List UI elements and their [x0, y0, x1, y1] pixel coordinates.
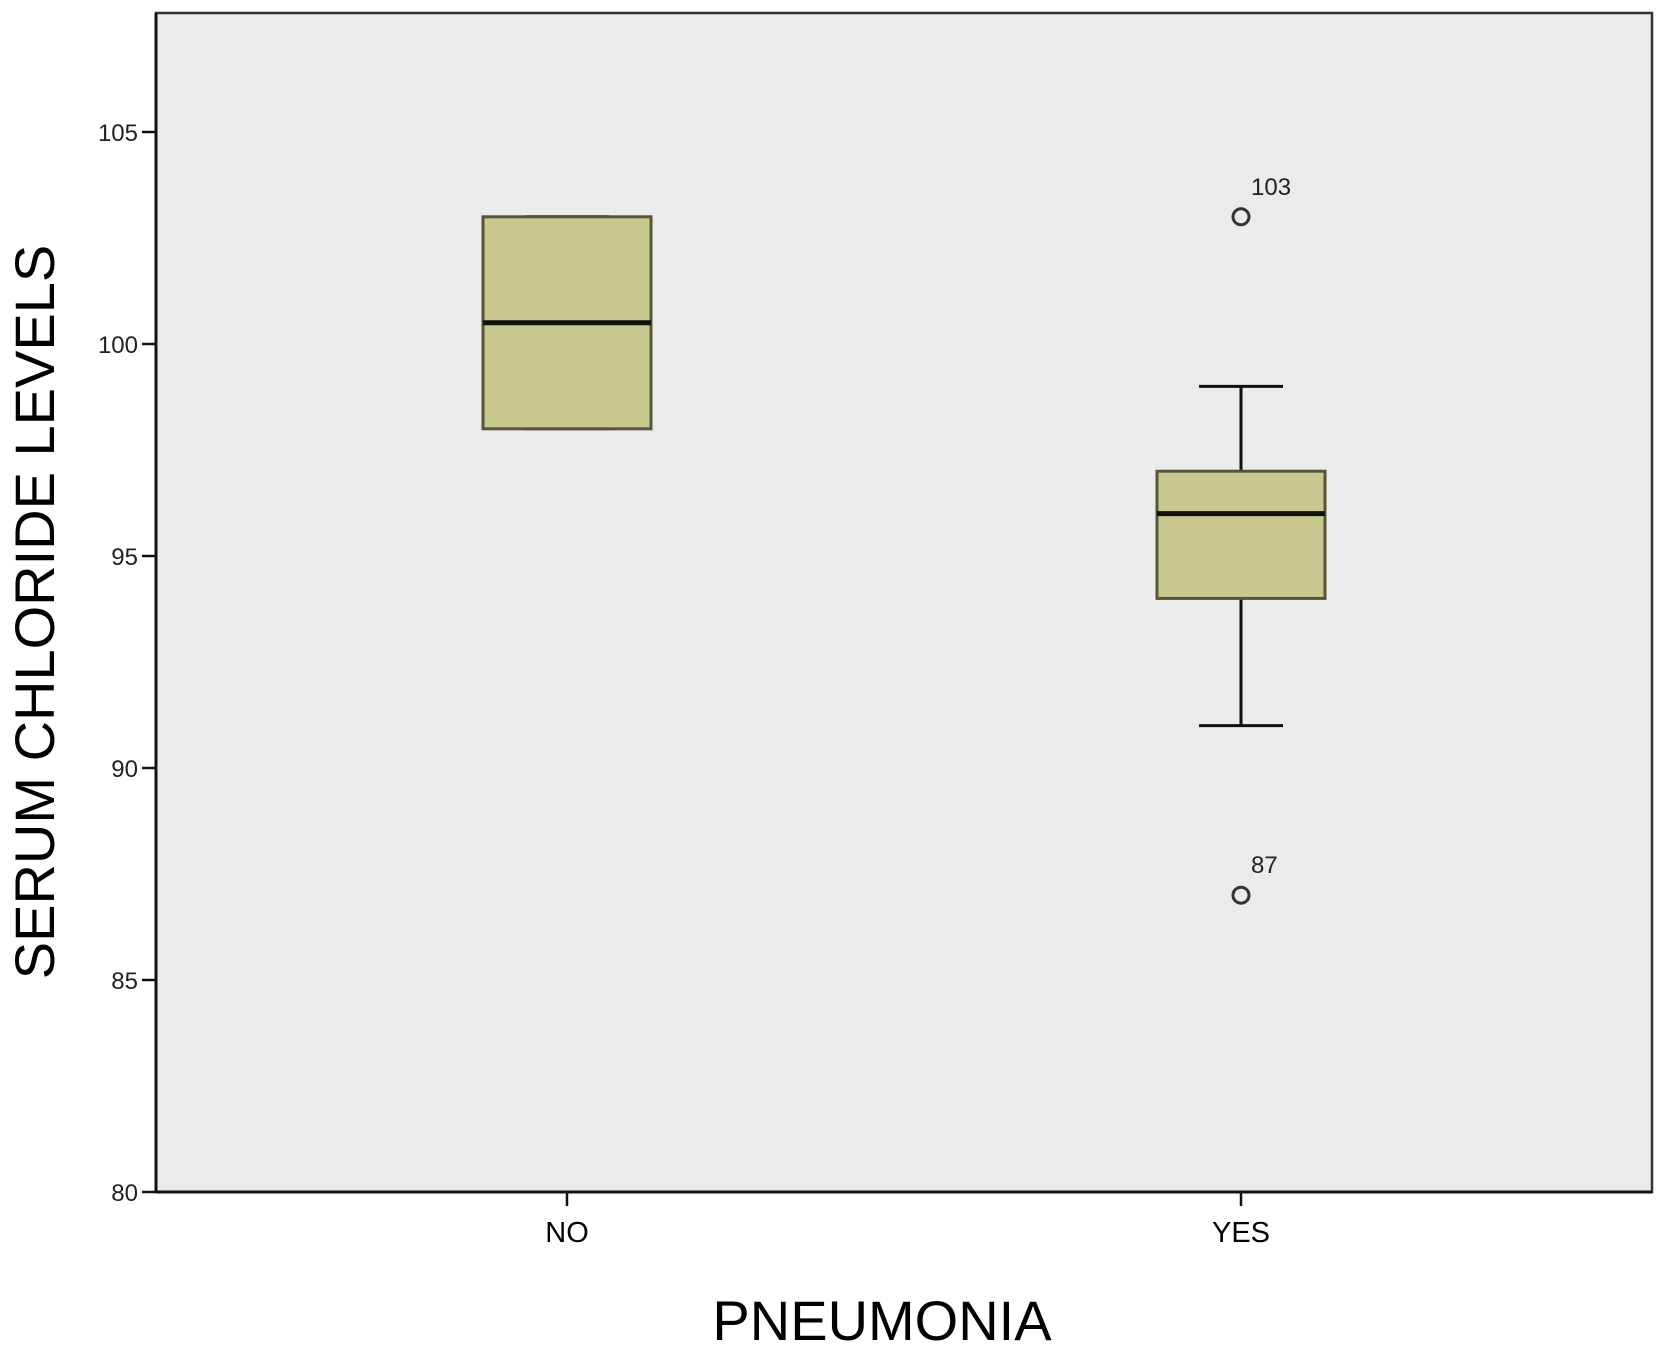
- plot-area: [154, 11, 1654, 1194]
- iqr-box: [1155, 469, 1327, 600]
- y-axis-title: SERUM CHLORIDE LEVELS: [3, 245, 66, 979]
- x-tick-label: YES: [1212, 1217, 1270, 1249]
- y-tick-label: 80: [111, 1180, 138, 1207]
- outlier-label: 103: [1251, 174, 1291, 201]
- x-axis: NO YES: [156, 1190, 1652, 1249]
- y-tick-label: 105: [98, 120, 138, 147]
- outlier-marker: [1231, 207, 1251, 227]
- box-no: [481, 215, 653, 431]
- box-yes: 103 87: [1155, 174, 1327, 905]
- outlier-label: 87: [1251, 852, 1278, 879]
- x-tick-label: NO: [545, 1217, 589, 1249]
- box-series: 103 87: [481, 174, 1327, 905]
- outlier-marker: [1231, 885, 1251, 905]
- y-tick-label: 90: [111, 756, 138, 783]
- y-tick-label: 85: [111, 968, 138, 995]
- y-tick-label: 100: [98, 332, 138, 359]
- y-tick-label: 95: [111, 544, 138, 571]
- y-axis: 80 85 90 95 100 105: [98, 13, 158, 1207]
- x-axis-title: PNEUMONIA: [712, 1289, 1052, 1352]
